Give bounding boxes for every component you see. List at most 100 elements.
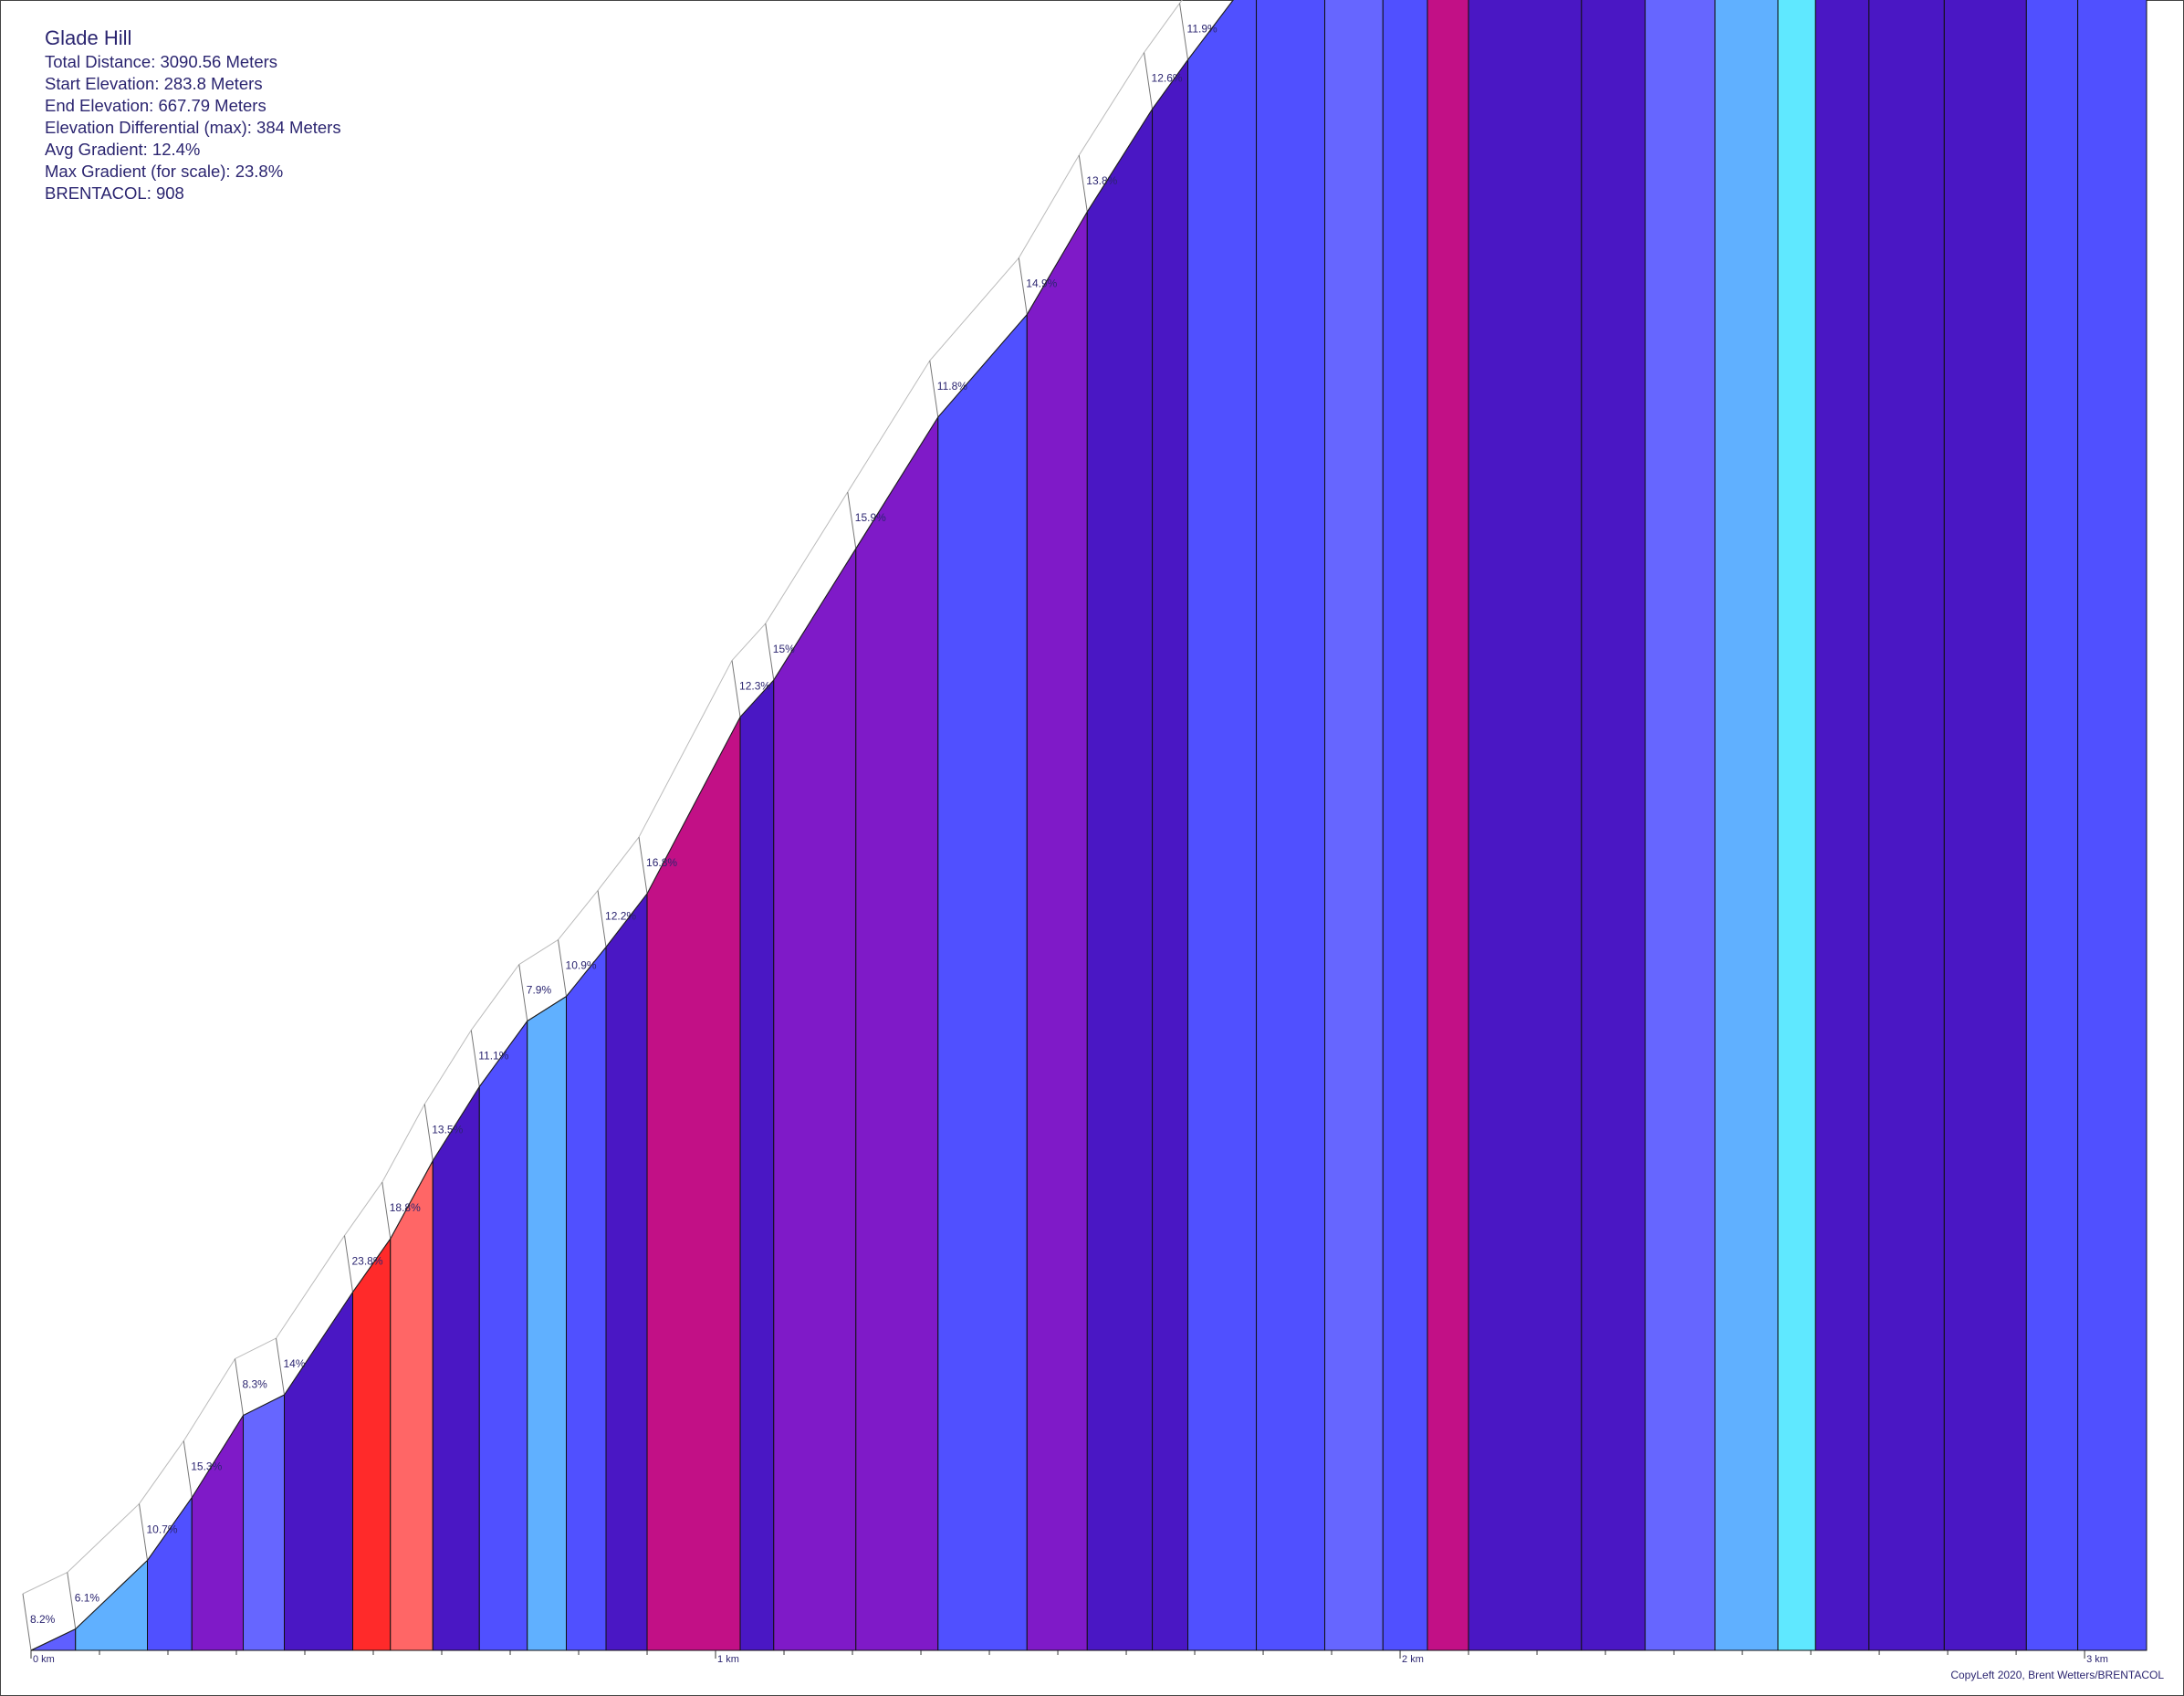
- gradient-label: 16.8%: [646, 856, 677, 869]
- x-tick-label: 0 km: [33, 1654, 55, 1665]
- segment-4: [191, 1413, 245, 1651]
- segment-16: [773, 547, 857, 1651]
- band-divider: [423, 1104, 434, 1161]
- x-tick-label: 2 km: [1402, 1654, 1424, 1665]
- gradient-label: 23.8%: [352, 1255, 383, 1268]
- band-divider: [276, 1338, 286, 1396]
- segment-7: [352, 1237, 392, 1651]
- segment-2: [75, 1559, 149, 1651]
- segment-3: [147, 1496, 193, 1651]
- segment-20: [1086, 107, 1154, 1651]
- gradient-label: 12.2%: [605, 910, 636, 923]
- segment-10: [478, 1020, 528, 1651]
- band-top-edge: [597, 836, 640, 891]
- band-top-edge: [1018, 154, 1080, 258]
- gradient-label: 11.8%: [937, 380, 967, 393]
- segment-13: [605, 892, 648, 1651]
- elevation-differential: Elevation Differential (max): 384 Meters: [45, 118, 341, 137]
- segment-29: [1645, 0, 1716, 1651]
- segment-27: [1468, 0, 1583, 1651]
- total-distance: Total Distance: 3090.56 Meters: [45, 52, 278, 71]
- segment-32: [1814, 0, 1870, 1651]
- band-top-edge: [276, 1235, 345, 1339]
- copyleft-credit: CopyLeft 2020, Brent Wetters/BRENTACOL: [1950, 1669, 2164, 1681]
- profile-outline: [30, 0, 1234, 1651]
- gradient-label: 13.8%: [1086, 174, 1117, 187]
- segment-11: [527, 995, 568, 1651]
- segment-36: [2077, 0, 2147, 1651]
- band-divider: [183, 1440, 193, 1498]
- band-divider: [518, 964, 528, 1021]
- band-divider: [22, 1593, 32, 1651]
- segment-33: [1868, 0, 1945, 1651]
- gradient-label: 14.9%: [1026, 277, 1057, 290]
- gradient-label: 6.1%: [75, 1592, 100, 1605]
- gradient-label: 12.6%: [1152, 72, 1183, 85]
- gradient-label: 14%: [284, 1357, 306, 1370]
- brentacol-score: BRENTACOL: 908: [45, 183, 184, 203]
- band-top-edge: [183, 1358, 235, 1441]
- band-top-edge: [847, 360, 931, 493]
- segment-30: [1714, 0, 1779, 1651]
- band-divider: [1179, 3, 1189, 60]
- segment-15: [739, 678, 775, 1651]
- band-top-edge: [344, 1181, 383, 1236]
- band-divider: [139, 1503, 148, 1561]
- band-divider: [1078, 154, 1088, 213]
- band-divider: [597, 890, 607, 947]
- gradient-label: 13.5%: [432, 1124, 463, 1136]
- climb-title: Glade Hill: [45, 26, 132, 49]
- band-top-edge: [731, 623, 767, 661]
- segment-8: [390, 1160, 434, 1651]
- gradient-label: 7.9%: [527, 984, 552, 997]
- band-top-edge: [558, 890, 599, 940]
- band-top-edge: [22, 1572, 68, 1595]
- avg-gradient: Avg Gradient: 12.4%: [45, 140, 201, 159]
- band-top-edge: [1144, 3, 1180, 53]
- band-divider: [344, 1235, 354, 1293]
- band-divider: [638, 837, 648, 895]
- info-panel: Glade Hill Total Distance: 3090.56 Meter…: [45, 26, 341, 204]
- band-top-edge: [929, 257, 1019, 361]
- segment-31: [1777, 0, 1816, 1651]
- start-elevation: Start Elevation: 283.8 Meters: [45, 74, 263, 93]
- segment-24: [1324, 0, 1384, 1651]
- band-divider: [558, 939, 568, 997]
- band-top-edge: [765, 491, 849, 624]
- gradient-label: 15.3%: [191, 1460, 222, 1473]
- segment-23: [1256, 0, 1326, 1651]
- gradient-label: 10.7%: [147, 1523, 178, 1535]
- segment-35: [2025, 0, 2079, 1651]
- segment-17: [855, 415, 939, 1651]
- band-divider: [470, 1030, 480, 1087]
- band-divider: [1144, 52, 1154, 110]
- band-top-edge: [1078, 52, 1144, 156]
- band-top-edge: [423, 1030, 472, 1104]
- band-top-edge: [67, 1503, 140, 1573]
- gradient-label: 11.9%: [1187, 23, 1217, 36]
- gradient-label: 8.3%: [243, 1378, 268, 1391]
- band-top-edge: [518, 939, 559, 966]
- x-tick-label: 1 km: [717, 1654, 739, 1665]
- gradient-label: 18.8%: [390, 1201, 421, 1214]
- segment-9: [432, 1084, 480, 1651]
- segment-25: [1382, 0, 1428, 1651]
- band-divider: [929, 360, 939, 418]
- segment-6: [284, 1290, 354, 1651]
- segment-22: [1187, 0, 1258, 1651]
- segment-5: [243, 1394, 286, 1651]
- gradient-label: 15%: [773, 643, 795, 655]
- gradient-label: 10.9%: [566, 959, 597, 972]
- segment-28: [1581, 0, 1646, 1651]
- band-divider: [765, 623, 775, 681]
- band-divider: [731, 660, 741, 717]
- band-top-edge: [638, 660, 733, 838]
- band-divider: [847, 491, 857, 550]
- band-divider: [381, 1182, 392, 1240]
- band-divider: [1018, 257, 1028, 315]
- segment-19: [1026, 210, 1088, 1651]
- x-tick-label: 3 km: [2086, 1654, 2108, 1665]
- max-gradient: Max Gradient (for scale): 23.8%: [45, 162, 284, 181]
- band-divider: [235, 1358, 245, 1416]
